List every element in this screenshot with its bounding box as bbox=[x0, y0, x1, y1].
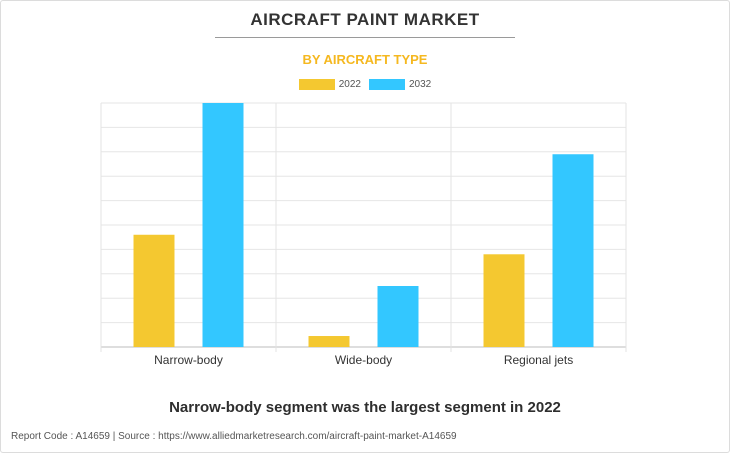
chart-title: AIRCRAFT PAINT MARKET bbox=[250, 10, 480, 29]
legend-item-2032[interactable]: 2032 bbox=[369, 79, 431, 90]
legend-item-2022[interactable]: 2022 bbox=[298, 79, 361, 90]
bar-wide-body-2022 bbox=[308, 336, 350, 347]
x-tick-label: Narrow-body bbox=[154, 353, 223, 367]
title-divider bbox=[215, 37, 515, 38]
bar-regional-jets-2022 bbox=[483, 254, 525, 347]
legend-label-2022: 2022 bbox=[338, 79, 361, 90]
legend-swatch-2022 bbox=[298, 79, 335, 90]
x-tick-label: Wide-body bbox=[335, 353, 392, 367]
chart-caption: Narrow-body segment was the largest segm… bbox=[169, 399, 561, 416]
legend-swatch-2032 bbox=[369, 79, 405, 90]
legend-label-2032: 2032 bbox=[409, 79, 432, 90]
bar-narrow-body-2022 bbox=[133, 234, 175, 347]
bar-regional-jets-2032 bbox=[552, 154, 594, 347]
bar-narrow-body-2032 bbox=[202, 103, 244, 347]
bar-wide-body-2032 bbox=[377, 286, 419, 347]
source-footer: Report Code : A14659 | Source : https://… bbox=[11, 431, 457, 442]
x-tick-label: Regional jets bbox=[504, 353, 573, 367]
chart-subtitle: BY AIRCRAFT TYPE bbox=[302, 52, 428, 67]
chart-legend: 2022 2032 bbox=[0, 79, 730, 90]
